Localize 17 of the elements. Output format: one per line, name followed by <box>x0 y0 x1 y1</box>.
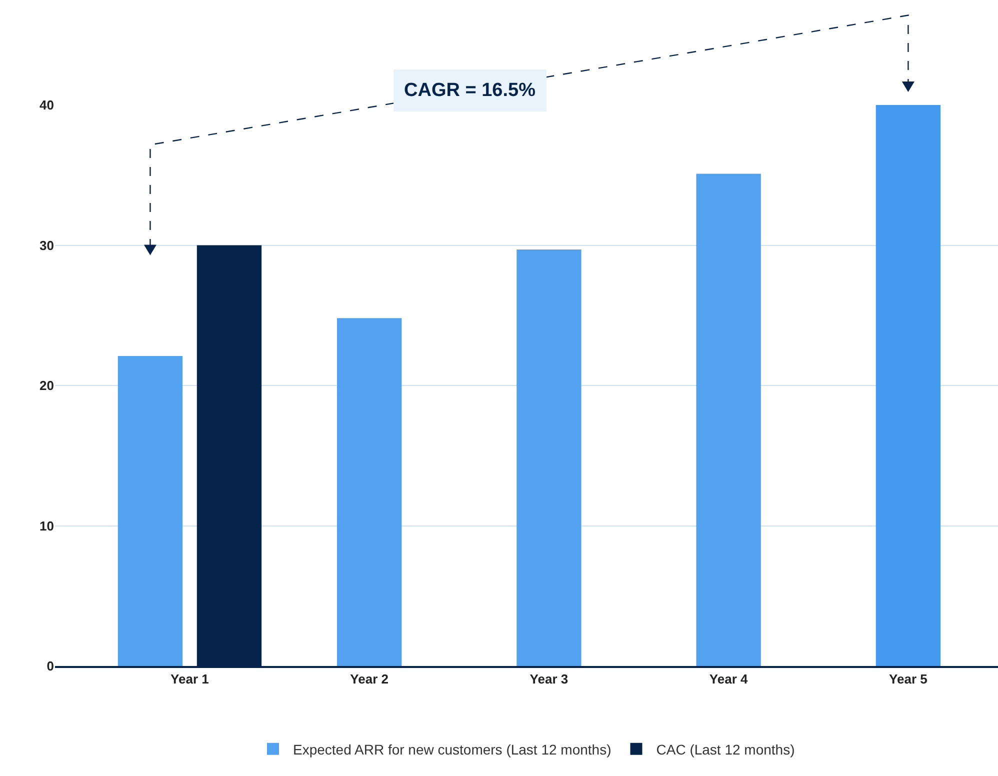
x-tick-label: Year 1 <box>170 671 209 686</box>
x-tick-label: Year 2 <box>350 671 388 686</box>
y-tick-label: 30 <box>40 238 54 253</box>
bar <box>876 105 941 666</box>
y-tick-label: 20 <box>40 378 54 394</box>
x-tick-label: Year 5 <box>889 671 928 686</box>
bar <box>516 249 582 666</box>
y-tick-label: 10 <box>40 518 54 534</box>
x-tick-label: Year 3 <box>530 671 568 686</box>
legend-label: CAC (Last 12 months) <box>656 741 795 758</box>
bar <box>696 174 761 666</box>
text: CAGR = 16.5% <box>404 80 536 101</box>
y-tick-label: 40 <box>40 98 54 113</box>
x-tick-label: Year 4 <box>709 671 748 686</box>
bar <box>337 318 402 666</box>
legend-label: Expected ARR for new customers (Last 12 months) <box>293 741 612 758</box>
y-tick-label: 0 <box>46 658 54 674</box>
